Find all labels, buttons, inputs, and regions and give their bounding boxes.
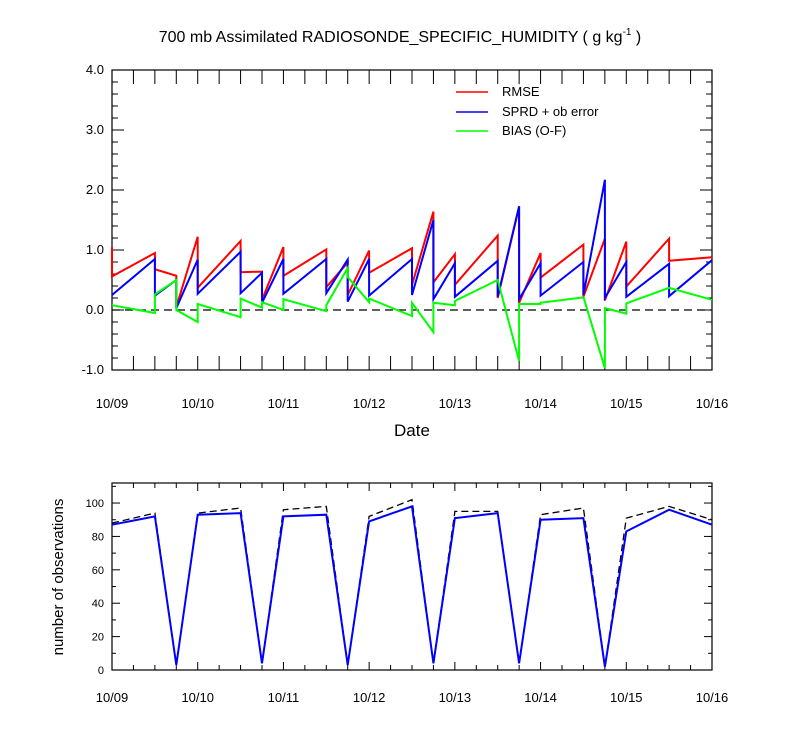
bias-o-f-line: [111, 264, 713, 369]
x-tick-label: 10/11: [268, 396, 300, 411]
chart-title: 700 mb Assimilated RADIOSONDE_SPECIFIC_H…: [159, 27, 642, 46]
x-tick-label: 10/15: [610, 396, 643, 411]
x-tick-label: 10/12: [353, 690, 386, 705]
x-tick-label: 10/09: [96, 690, 129, 705]
y-tick-label: -1.0: [82, 362, 104, 377]
x-tick-label: 10/16: [696, 690, 729, 705]
x-tick-label: 10/13: [439, 690, 472, 705]
plot-frame: [111, 69, 713, 371]
x-tick-label: 10/09: [96, 396, 129, 411]
x-tick-label: 10/15: [610, 690, 643, 705]
y-tick-label: 4.0: [86, 62, 104, 77]
y-tick-label: 2.0: [86, 182, 104, 197]
x-tick-label: 10/14: [524, 690, 557, 705]
x-tick-label: 10/10: [181, 396, 214, 411]
y-tick-label: 3.0: [86, 122, 104, 137]
x-tick-label: 10/11: [268, 690, 300, 705]
y-tick-label: 60: [92, 565, 104, 577]
y-tick-label: 40: [92, 598, 104, 610]
y-tick-label: 100: [86, 498, 104, 510]
legend: RMSE SPRD + ob error BIAS (O-F): [456, 84, 599, 138]
y-tick-label: 20: [92, 632, 104, 644]
y-tick-label: 80: [92, 531, 104, 543]
y-tick-label: 0.0: [86, 302, 104, 317]
x-tick-label: 10/14: [524, 396, 557, 411]
x-tick-label: 10/10: [181, 690, 214, 705]
sprd-ob-error-line: [111, 179, 713, 309]
observations-possible-line: [111, 498, 713, 667]
top-plot: 10/09 10/10 10/11 10/12 10/13 10/14 10/15 10/16…: [82, 62, 729, 411]
y-tick-label: 1.0: [86, 242, 104, 257]
x-tick-label: 10/12: [353, 396, 386, 411]
legend-rmse-label: RMSE: [502, 84, 540, 99]
bottom-plot: 10/09 10/10 10/11 10/12 10/13 10/14 10/15 10/16…: [86, 482, 729, 705]
y-tick-label: 0: [98, 665, 104, 677]
x-axis-label: Date: [394, 421, 430, 440]
legend-sprd-label: SPRD + ob error: [502, 104, 599, 119]
x-tick-label: 10/13: [439, 396, 472, 411]
legend-bias-label: BIAS (O-F): [502, 123, 566, 138]
y-axis-label-observations: number of observations: [50, 499, 67, 656]
observations-assimilated-line: [111, 505, 713, 667]
x-tick-label: 10/16: [696, 396, 729, 411]
